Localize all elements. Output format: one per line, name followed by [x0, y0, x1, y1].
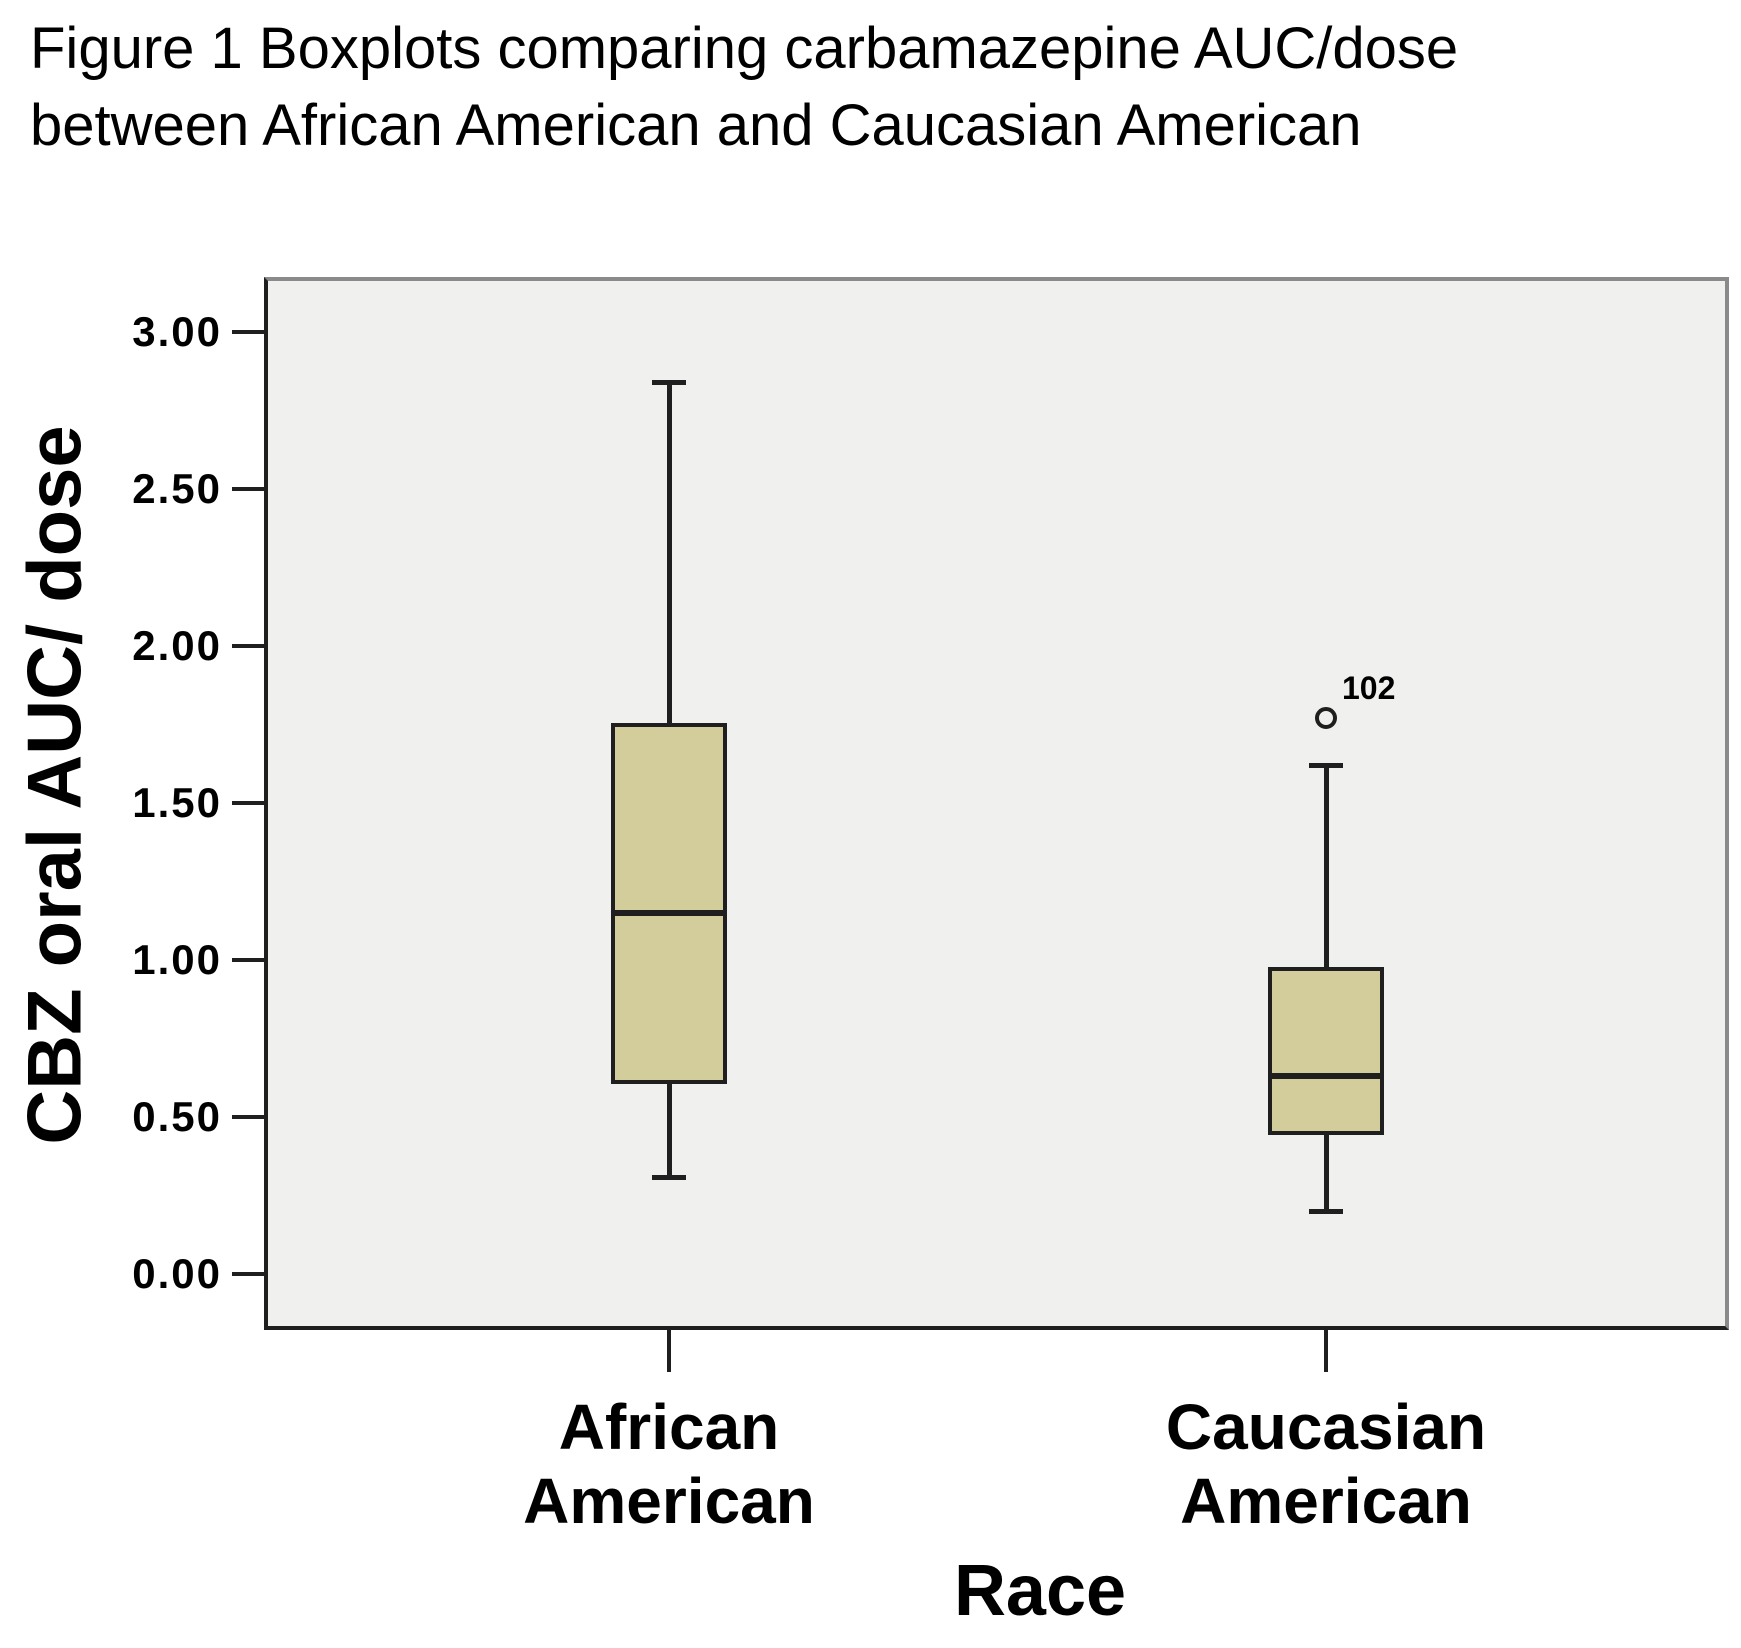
box: [611, 723, 727, 1084]
whisker-upper-stem: [667, 382, 672, 725]
x-axis-title: Race: [953, 1551, 1127, 1631]
plot-area: [264, 277, 1729, 1330]
y-tick-label: 1.00: [132, 936, 222, 983]
y-tick: [232, 487, 268, 491]
y-tick-label: 2.50: [132, 465, 222, 512]
y-tick-label: 3.00: [132, 308, 222, 355]
x-tick: [1324, 1330, 1328, 1372]
y-tick-label: 1.50: [132, 779, 222, 826]
figure-title: Figure 1 Boxplots comparing carbamazepin…: [30, 10, 1458, 164]
y-tick: [232, 330, 268, 334]
category-label: Caucasian American: [1046, 1390, 1606, 1538]
y-tick-label: 0.00: [132, 1250, 222, 1297]
whisker-cap-lower: [652, 1175, 686, 1180]
outlier-circle: [1315, 707, 1337, 729]
outlier-label: 102: [1342, 670, 1396, 706]
whisker-lower-stem: [1324, 1133, 1329, 1211]
whisker-cap-upper: [1309, 763, 1343, 768]
median-line: [611, 910, 727, 916]
category-label-line: Caucasian: [1165, 1391, 1487, 1463]
category-label-line: African: [558, 1391, 780, 1463]
y-tick: [232, 1115, 268, 1119]
figure-title-line-2: between African American and Caucasian A…: [30, 93, 1362, 158]
whisker-upper-stem: [1324, 765, 1329, 969]
y-tick: [232, 958, 268, 962]
whisker-cap-lower: [1309, 1209, 1343, 1214]
median-line: [1268, 1073, 1384, 1079]
y-tick: [232, 644, 268, 648]
category-label-line: American: [523, 1465, 815, 1537]
y-tick: [232, 801, 268, 805]
y-tick-label: 2.00: [132, 622, 222, 669]
category-label-line: American: [1180, 1465, 1472, 1537]
y-tick: [232, 1272, 268, 1276]
whisker-lower-stem: [667, 1082, 672, 1177]
whisker-cap-upper: [652, 380, 686, 385]
x-tick: [667, 1330, 671, 1372]
y-tick-label: 0.50: [132, 1093, 222, 1140]
figure-title-line-1: Figure 1 Boxplots comparing carbamazepin…: [30, 16, 1459, 81]
box: [1268, 967, 1384, 1135]
category-label: African American: [389, 1390, 949, 1538]
